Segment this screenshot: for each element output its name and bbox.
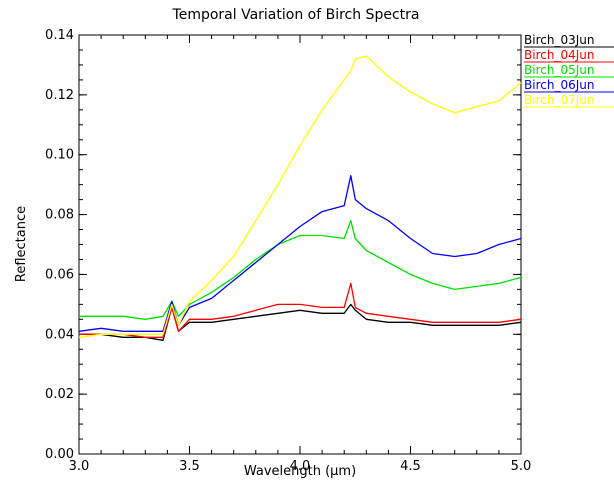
- y-tick-label: 0.02: [45, 387, 74, 402]
- x-tick-label: 4.5: [400, 459, 421, 474]
- y-axis-label: Reflectance: [14, 206, 29, 282]
- series-line-birch-03jun: [79, 303, 522, 341]
- x-axis: 3.0 3.5 4.0 4.5 5.0: [69, 35, 532, 474]
- series-lines: [78, 55, 522, 341]
- series-line-birch-06jun: [78, 175, 522, 332]
- legend-label: Birch_03Jun: [524, 33, 594, 47]
- x-tick-label: 3.0: [69, 459, 90, 474]
- legend-label: Birch_06Jun: [524, 78, 594, 92]
- y-tick-label: 0.10: [45, 148, 74, 163]
- x-tick-label: 5.0: [511, 459, 532, 474]
- series-line-birch-04jun: [79, 282, 522, 338]
- legend-label: Birch_05Jun: [524, 63, 594, 77]
- y-tick-label: 0.14: [45, 28, 74, 43]
- series-line-birch-05jun: [79, 219, 522, 320]
- legend: Birch_03JunBirch_04JunBirch_05JunBirch_0…: [524, 33, 614, 108]
- legend-label: Birch_04Jun: [524, 48, 594, 62]
- y-tick-label: 0.04: [45, 327, 74, 342]
- y-tick-label: 0.06: [45, 267, 74, 282]
- y-axis: 0.00 0.02 0.04 0.06 0.08 0.10 0.12 0.14: [45, 28, 521, 462]
- plot-frame: [78, 34, 522, 455]
- series-line-birch-07jun: [78, 55, 522, 338]
- legend-label: Birch_07Jun: [524, 93, 594, 107]
- x-tick-label: 3.5: [179, 459, 200, 474]
- chart-title: Temporal Variation of Birch Spectra: [172, 7, 420, 23]
- y-tick-label: 0.00: [45, 447, 74, 462]
- x-tick-label: 4.0: [290, 459, 311, 474]
- y-tick-label: 0.12: [45, 88, 74, 103]
- y-tick-label: 0.08: [45, 208, 74, 223]
- x-axis-label: Wavelength (μm): [244, 464, 356, 479]
